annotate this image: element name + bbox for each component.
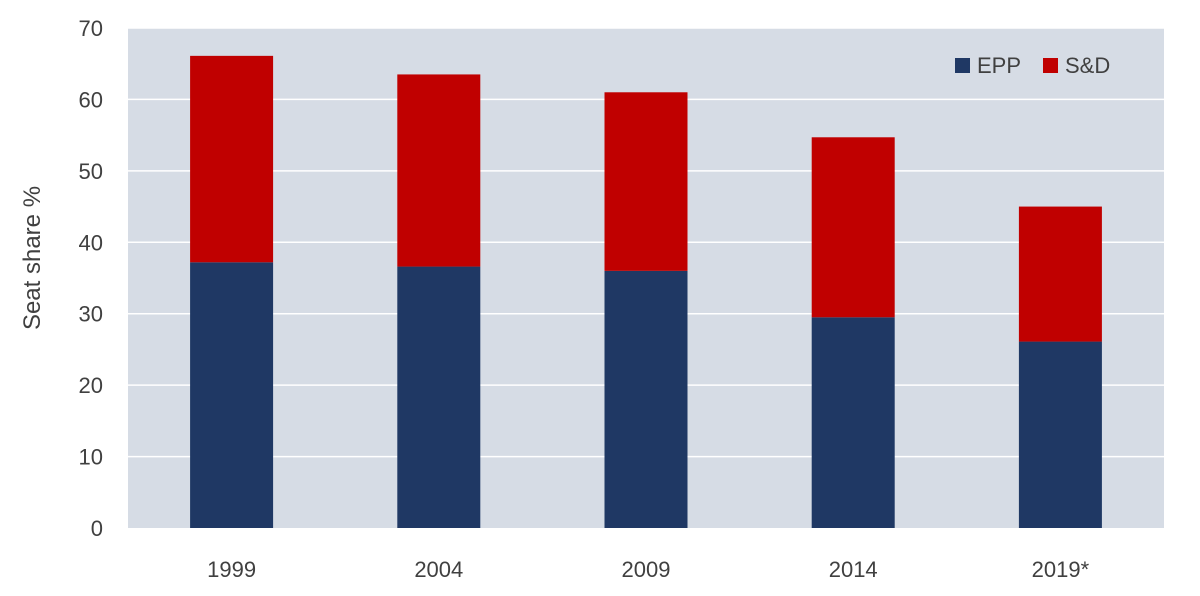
y-tick-label: 50	[79, 159, 103, 184]
bars	[190, 55, 1102, 528]
bar-epp-2019	[1018, 341, 1102, 528]
y-tick-label: 70	[79, 16, 103, 41]
y-tick-label: 60	[79, 87, 103, 112]
legend-swatch-sd	[1043, 58, 1058, 73]
x-tick-label: 2009	[622, 557, 671, 582]
y-axis-title: Seat share %	[19, 186, 46, 330]
bar-epp-2014	[811, 317, 895, 528]
x-tick-label: 2014	[829, 557, 878, 582]
x-tick-label: 1999	[207, 557, 256, 582]
y-tick-label: 30	[79, 302, 103, 327]
bar-sd-2019	[1018, 206, 1102, 342]
y-axis-ticks: 0 10 20 30 40 50 60 70	[79, 16, 103, 541]
y-tick-label: 0	[91, 516, 103, 541]
x-axis-ticks: 1999 2004 2009 2014 2019*	[207, 557, 1089, 582]
legend-label: EPP	[977, 53, 1021, 78]
x-tick-label: 2004	[414, 557, 463, 582]
bar-sd-2009	[604, 92, 688, 271]
legend-swatch-epp	[955, 58, 970, 73]
bar-sd-2004	[397, 74, 481, 267]
y-tick-label: 40	[79, 230, 103, 255]
bar-epp-1999	[190, 262, 274, 528]
legend-label: S&D	[1065, 53, 1110, 78]
y-tick-label: 20	[79, 373, 103, 398]
bar-epp-2004	[397, 266, 481, 528]
y-tick-label: 10	[79, 445, 103, 470]
bar-sd-1999	[190, 55, 274, 263]
bar-epp-2009	[604, 270, 688, 528]
legend: EPP S&D	[955, 53, 1110, 78]
bar-sd-2014	[811, 137, 895, 318]
x-tick-label: 2019*	[1032, 557, 1090, 582]
